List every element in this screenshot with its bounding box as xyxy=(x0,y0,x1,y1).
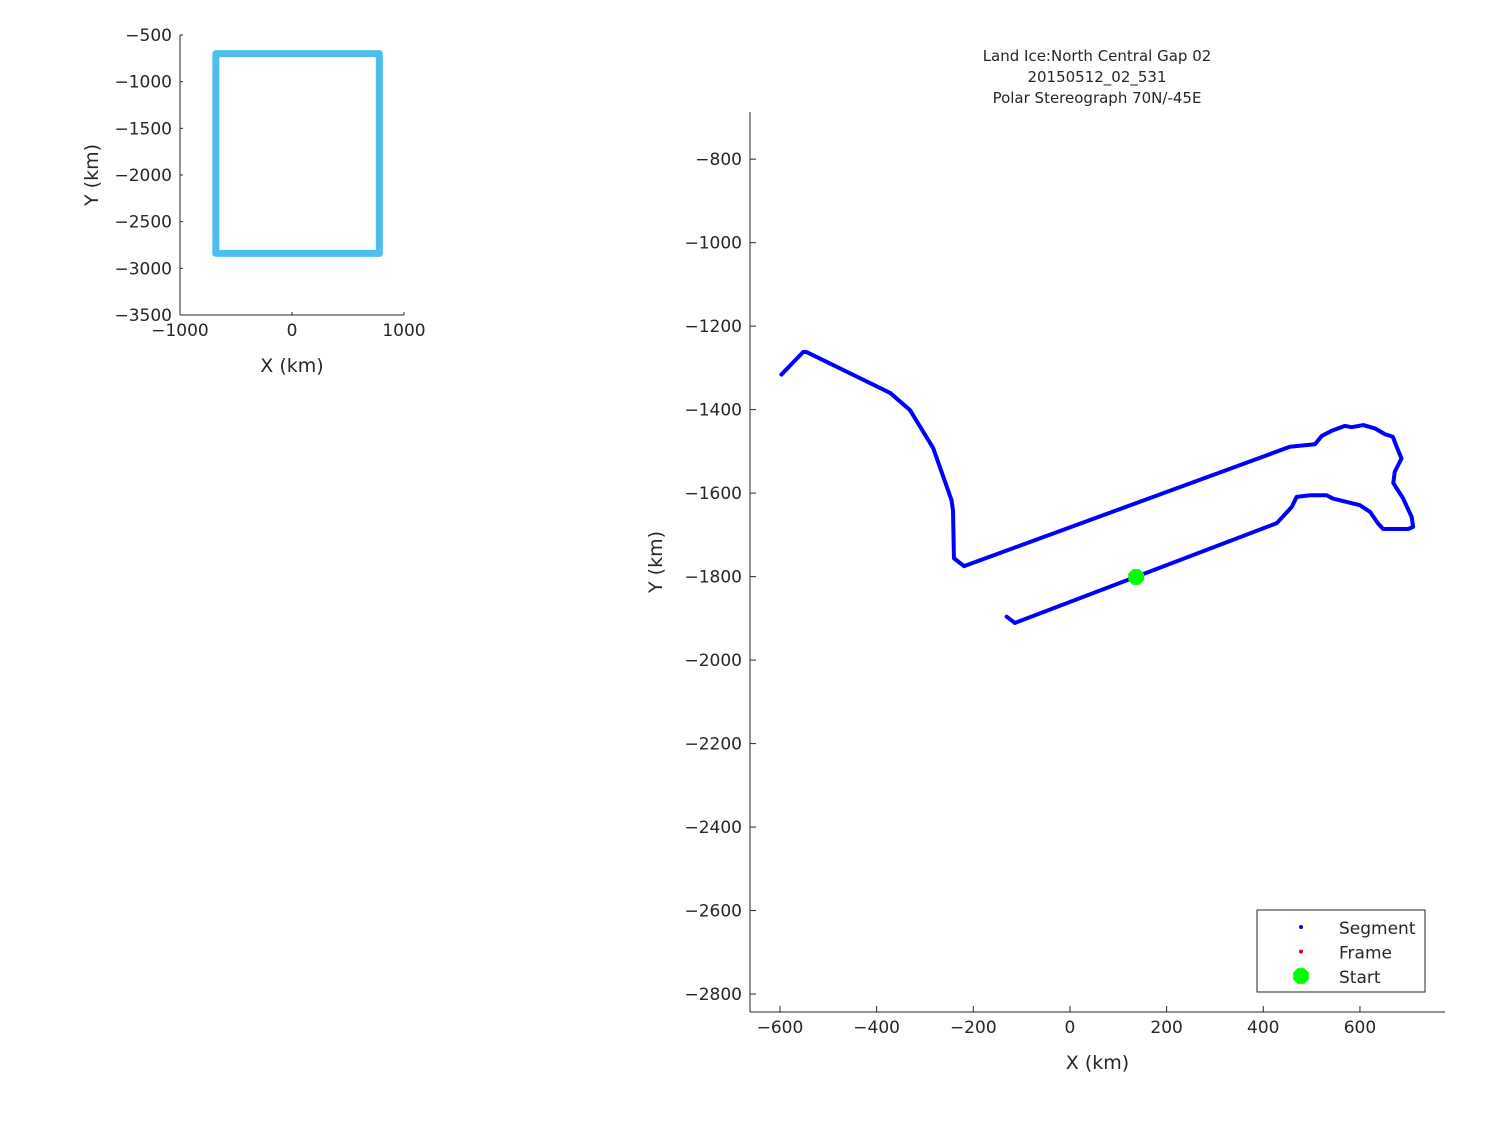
y-axis-label: Y (km) xyxy=(81,144,103,207)
x-tick-label: 0 xyxy=(287,321,298,341)
x-tick-label: 200 xyxy=(1150,1018,1182,1038)
x-axis-label: X (km) xyxy=(1066,1052,1129,1074)
y-tick-label: −2500 xyxy=(114,213,172,233)
y-tick-label: −2600 xyxy=(684,902,742,922)
main-axes: −600 −400 −200 0 200 400 600−800−1000−1200−140… xyxy=(645,47,1445,1074)
series-line xyxy=(779,350,1416,625)
x-tick-label: −400 xyxy=(853,1018,900,1038)
y-tick-label: −2800 xyxy=(684,985,742,1005)
y-tick-label: −1800 xyxy=(684,568,742,588)
y-tick-label: −800 xyxy=(695,150,742,170)
y-tick-label: −3000 xyxy=(114,259,172,279)
chart-title-line: Polar Stereograph 70N/-45E xyxy=(993,89,1202,107)
x-tick-label: 400 xyxy=(1247,1018,1279,1038)
x-tick-label: 1000 xyxy=(382,321,425,341)
legend-box xyxy=(1256,909,1426,993)
y-tick-label: −2200 xyxy=(684,735,742,755)
legend-marker-segment xyxy=(1299,925,1303,929)
y-tick-label: −1000 xyxy=(114,73,172,93)
x-axis-label: X (km) xyxy=(260,355,323,377)
y-tick-label: −2000 xyxy=(114,166,172,186)
y-tick-label: −1600 xyxy=(684,484,742,504)
y-axis-label: Y (km) xyxy=(645,531,667,594)
legend-label: Start xyxy=(1339,968,1381,988)
legend-marker-frame xyxy=(1299,949,1303,954)
y-tick-label: −2400 xyxy=(684,818,742,838)
x-tick-label: −200 xyxy=(950,1018,997,1038)
x-tick-label: 0 xyxy=(1065,1018,1076,1038)
chart-title-line: 20150512_02_531 xyxy=(1027,68,1166,87)
x-tick-label: 600 xyxy=(1344,1018,1376,1038)
y-tick-label: −1200 xyxy=(684,317,742,337)
legend: Segment Frame Start xyxy=(1256,909,1426,993)
legend-label: Segment xyxy=(1339,919,1416,939)
x-tick-label: −1000 xyxy=(151,321,209,341)
inset-axes: −1000 0 1000 −500 −1000 −1500 −2000 −2500 −3000 −… xyxy=(81,26,426,377)
y-tick-label: −3500 xyxy=(114,306,172,326)
series-line xyxy=(212,50,383,257)
y-tick-label: −1400 xyxy=(684,401,742,421)
y-tick-label: −2000 xyxy=(684,651,742,671)
x-tick-label: −600 xyxy=(757,1018,804,1038)
legend-label: Frame xyxy=(1339,944,1392,964)
y-tick-label: −500 xyxy=(125,26,172,46)
start-marker xyxy=(1128,569,1145,585)
chart-title-line: Land Ice:North Central Gap 02 xyxy=(983,47,1212,65)
y-tick-label: −1000 xyxy=(684,234,742,254)
y-tick-label: −1500 xyxy=(114,119,172,139)
legend-marker-start xyxy=(1293,968,1309,984)
